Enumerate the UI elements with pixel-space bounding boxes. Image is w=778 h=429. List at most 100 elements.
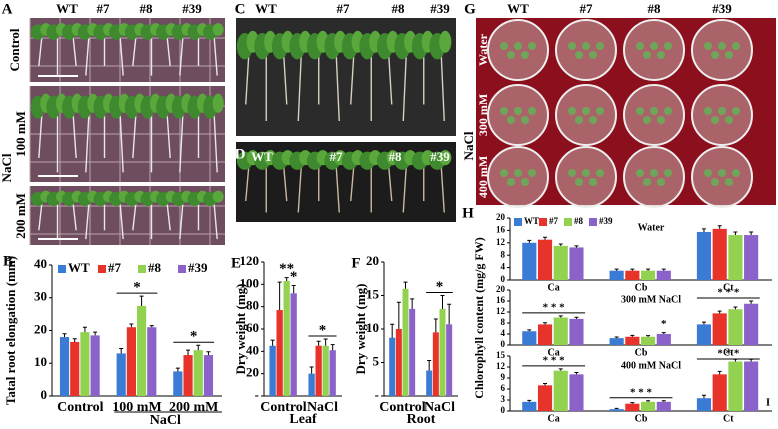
root bbox=[388, 54, 393, 105]
seedling bbox=[725, 178, 733, 186]
seedling bbox=[575, 116, 583, 124]
bar bbox=[744, 361, 759, 411]
seedling bbox=[582, 107, 590, 115]
significance-label: * bbox=[319, 322, 327, 338]
bar bbox=[395, 329, 402, 396]
root bbox=[297, 54, 302, 122]
error-bar bbox=[196, 344, 201, 351]
bar bbox=[276, 310, 283, 396]
y-tick-label: 10 bbox=[34, 354, 47, 369]
x-tick-label: Control bbox=[379, 400, 426, 415]
bar bbox=[641, 270, 656, 280]
root bbox=[440, 54, 445, 122]
bar bbox=[183, 355, 193, 396]
root bbox=[132, 37, 137, 67]
bar bbox=[432, 332, 439, 396]
root bbox=[119, 37, 124, 76]
error-bar bbox=[614, 407, 619, 410]
x-tick-label: Control bbox=[260, 400, 307, 415]
root bbox=[38, 114, 43, 159]
bar bbox=[609, 338, 624, 345]
bar bbox=[728, 309, 743, 345]
x-tick-label: Cb bbox=[635, 413, 648, 424]
error-bar bbox=[543, 383, 548, 386]
x-tick-label: Cb bbox=[635, 282, 648, 293]
error-bar bbox=[390, 323, 395, 338]
column-label: #7 bbox=[97, 1, 111, 16]
bar bbox=[625, 336, 640, 345]
x-tick-label: 200 mM bbox=[169, 400, 218, 415]
seedling bbox=[575, 178, 583, 186]
error-bar bbox=[701, 228, 706, 232]
seedling bbox=[650, 169, 658, 177]
x-tick-label: 100 mM bbox=[112, 400, 161, 415]
column-label: WT bbox=[56, 1, 78, 16]
legend-swatch bbox=[138, 265, 146, 273]
seedling bbox=[704, 42, 712, 50]
y-tick-label: 40 bbox=[34, 256, 47, 271]
error-bar bbox=[427, 359, 432, 371]
bar bbox=[696, 324, 712, 345]
bar bbox=[696, 398, 712, 411]
significance-label: * * * bbox=[717, 348, 740, 360]
bar bbox=[569, 318, 584, 345]
x-tick-label: Control bbox=[57, 400, 104, 415]
y-tick-label: 0 bbox=[501, 405, 506, 415]
bar bbox=[609, 270, 624, 280]
seedling bbox=[711, 116, 719, 124]
error-bar bbox=[139, 295, 144, 306]
group-label: NaCl bbox=[0, 153, 14, 182]
seedling bbox=[596, 42, 604, 50]
error-bar bbox=[717, 310, 722, 314]
seedling bbox=[582, 42, 590, 50]
y-tick-label: 5 bbox=[373, 353, 380, 368]
error-bar bbox=[646, 335, 651, 337]
seedling bbox=[528, 42, 536, 50]
seedling bbox=[528, 169, 536, 177]
error-bar bbox=[433, 318, 438, 333]
y-axis-label: Chlorophyll content (mg/g FW) bbox=[472, 237, 486, 398]
column-label: #8 bbox=[648, 1, 662, 16]
bar bbox=[70, 341, 80, 396]
row-label: 300 mM bbox=[476, 94, 490, 136]
seedling bbox=[596, 107, 604, 115]
bar bbox=[656, 270, 671, 280]
root bbox=[132, 114, 137, 159]
error-bar bbox=[119, 348, 124, 354]
error-bar bbox=[543, 322, 548, 325]
significance-label: * * * bbox=[717, 287, 740, 299]
root bbox=[335, 54, 340, 122]
error-bar bbox=[440, 295, 445, 309]
x-tick-label: Ca bbox=[548, 347, 560, 358]
error-bar bbox=[82, 326, 87, 333]
leaf bbox=[439, 150, 452, 166]
y-tick-label: 16 bbox=[496, 224, 506, 234]
bar bbox=[315, 345, 322, 396]
seedling bbox=[650, 107, 658, 115]
seedling bbox=[596, 169, 604, 177]
y-tick-label: 9 bbox=[501, 372, 506, 382]
y-tick-label: - bbox=[375, 387, 379, 402]
error-bar bbox=[749, 358, 754, 362]
seedling bbox=[718, 169, 726, 177]
error-bar bbox=[72, 338, 77, 342]
bar bbox=[269, 345, 276, 396]
significance-label: * * * bbox=[543, 301, 566, 313]
error-bar bbox=[316, 340, 321, 346]
root bbox=[402, 54, 407, 122]
seedling bbox=[643, 51, 651, 59]
seedling bbox=[711, 178, 719, 186]
row-label: 200 mM bbox=[13, 193, 28, 239]
leaf bbox=[212, 23, 224, 36]
bar bbox=[625, 270, 640, 280]
error-bar bbox=[733, 231, 738, 236]
legend-swatch bbox=[178, 265, 186, 273]
error-bar bbox=[749, 231, 754, 236]
seedling bbox=[643, 116, 651, 124]
root bbox=[402, 166, 407, 213]
leaf bbox=[212, 93, 224, 113]
y-tick-label: 60 bbox=[246, 320, 259, 335]
bar bbox=[656, 401, 671, 411]
error-bar bbox=[614, 336, 619, 339]
panel-label: B bbox=[3, 253, 13, 269]
